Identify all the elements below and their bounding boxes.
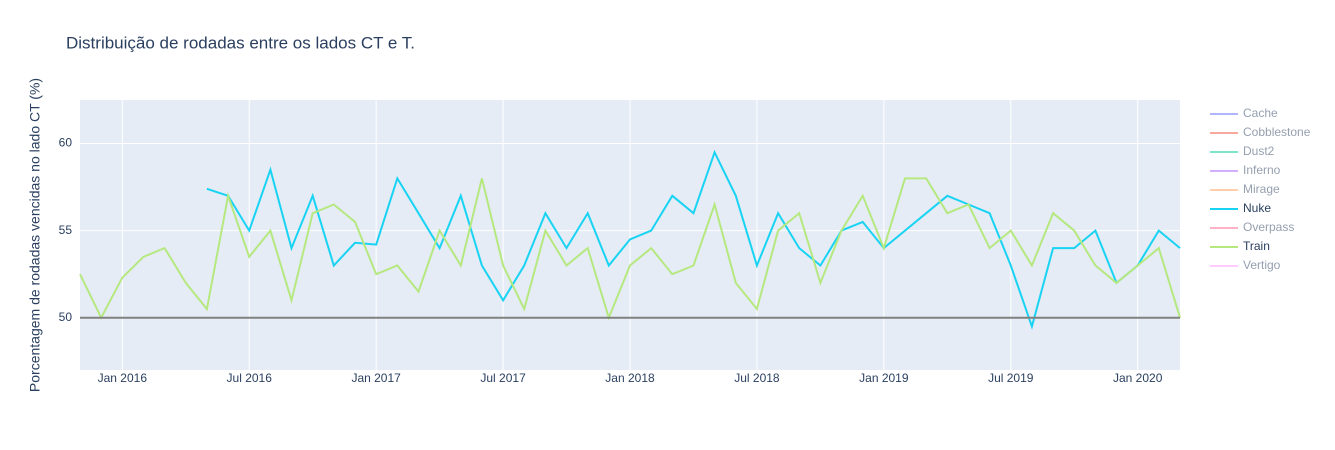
legend-label: Inferno <box>1243 163 1281 177</box>
legend-item[interactable]: Nuke <box>1210 201 1271 215</box>
legend-item[interactable]: Overpass <box>1210 220 1294 234</box>
chart-title: Distribuição de rodadas entre os lados C… <box>66 33 415 52</box>
legend-item[interactable]: Cache <box>1210 106 1278 120</box>
legend-label: Mirage <box>1243 182 1280 196</box>
legend-item[interactable]: Cobblestone <box>1210 125 1311 139</box>
x-tick-label: Jan 2017 <box>351 371 401 385</box>
x-tick-label: Jan 2020 <box>1113 371 1163 385</box>
legend-label: Vertigo <box>1243 258 1281 272</box>
legend-item[interactable]: Inferno <box>1210 163 1281 177</box>
x-tick-label: Jan 2019 <box>859 371 909 385</box>
legend-label: Dust2 <box>1243 144 1275 158</box>
legend-item[interactable]: Vertigo <box>1210 258 1281 272</box>
series-line <box>79 177 1181 321</box>
y-tick-label: 50 <box>59 310 73 324</box>
y-axis-title: Porcentagem de rodadas vencidas no lado … <box>27 78 43 392</box>
legend-item[interactable]: Mirage <box>1210 182 1280 196</box>
y-tick-label: 60 <box>59 136 73 150</box>
x-tick-label: Jul 2019 <box>988 371 1034 385</box>
legend-label: Nuke <box>1243 201 1271 215</box>
legend-item[interactable]: Dust2 <box>1210 144 1275 158</box>
legend-label: Train <box>1243 239 1270 253</box>
x-tick-label: Jul 2018 <box>734 371 780 385</box>
legend-label: Cache <box>1243 106 1278 120</box>
x-tick-label: Jul 2017 <box>480 371 526 385</box>
legend-label: Overpass <box>1243 220 1294 234</box>
x-tick-label: Jan 2016 <box>98 371 148 385</box>
x-tick-label: Jan 2018 <box>605 371 655 385</box>
series-line <box>206 149 1181 330</box>
legend-item[interactable]: Train <box>1210 239 1270 253</box>
x-tick-label: Jul 2016 <box>227 371 273 385</box>
legend-label: Cobblestone <box>1243 125 1311 139</box>
y-tick-label: 55 <box>59 223 73 237</box>
